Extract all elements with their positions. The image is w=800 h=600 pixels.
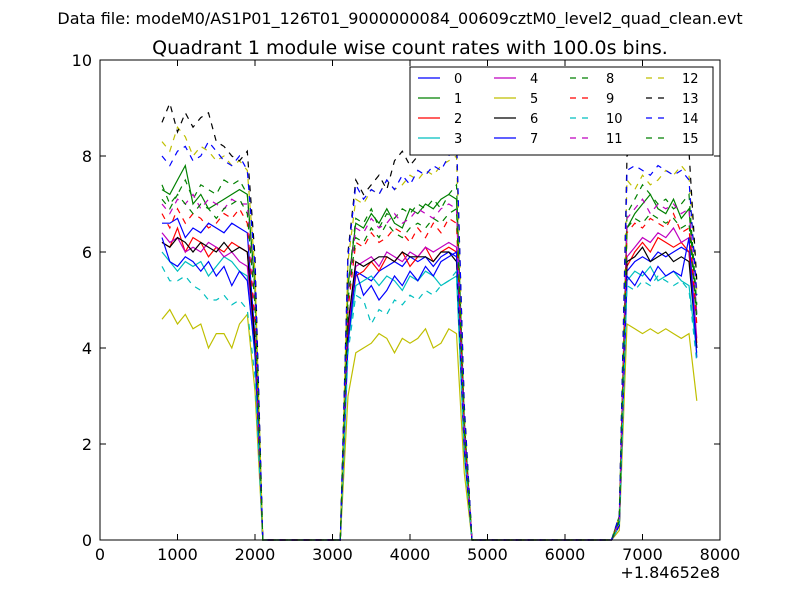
x-tick-label: 7000 [622, 545, 663, 564]
x-tick-label: 2000 [235, 545, 276, 564]
x-tick-label: 6000 [545, 545, 586, 564]
legend-label-14: 14 [682, 112, 699, 127]
legend-label-9: 9 [606, 92, 614, 107]
series-line-11 [161, 193, 698, 541]
legend-label-4: 4 [530, 72, 538, 87]
y-tick-label: 2 [82, 435, 92, 454]
x-tick-label: 4000 [390, 545, 431, 564]
legend-label-15: 15 [682, 132, 699, 147]
series-line-8 [161, 178, 698, 541]
suptitle: Data file: modeM0/AS1P01_126T01_90000000… [57, 9, 742, 29]
plot-area [161, 101, 698, 541]
series-line-10 [161, 266, 698, 541]
chart-title: Quadrant 1 module wise count rates with … [152, 37, 668, 59]
series-line-14 [161, 136, 698, 541]
x-tick-label: 8000 [700, 545, 741, 564]
series-line-1 [161, 163, 698, 541]
y-tick-label: 0 [82, 531, 92, 550]
y-tick-label: 10 [72, 51, 92, 70]
x-tick-label: 3000 [312, 545, 353, 564]
legend-label-6: 6 [530, 112, 538, 127]
legend-label-11: 11 [606, 132, 623, 147]
legend-label-0: 0 [454, 72, 462, 87]
series-line-7 [161, 237, 698, 541]
series-line-0 [162, 217, 698, 541]
series-line-6 [161, 236, 698, 541]
y-tick-label: 8 [82, 147, 92, 166]
x-tick-label: 0 [95, 545, 105, 564]
legend-label-7: 7 [530, 132, 538, 147]
legend-label-5: 5 [530, 92, 538, 107]
legend-label-3: 3 [454, 132, 462, 147]
x-tick-label: 5000 [467, 545, 508, 564]
series-line-12 [161, 125, 698, 541]
legend-label-1: 1 [454, 92, 462, 107]
series-line-15 [161, 193, 698, 541]
legend-label-8: 8 [606, 72, 614, 87]
series-line-3 [161, 251, 698, 541]
series-line-9 [161, 207, 698, 541]
y-tick-label: 4 [82, 339, 92, 358]
x-offset-label: +1.84652e8 [620, 563, 720, 582]
legend-label-2: 2 [454, 112, 462, 127]
legend-frame [409, 66, 714, 156]
series-line-5 [161, 308, 698, 541]
x-tick-label: 1000 [157, 545, 198, 564]
y-tick-label: 6 [82, 243, 92, 262]
legend-label-12: 12 [682, 72, 699, 87]
legend-label-10: 10 [606, 112, 623, 127]
legend-label-13: 13 [682, 92, 699, 107]
